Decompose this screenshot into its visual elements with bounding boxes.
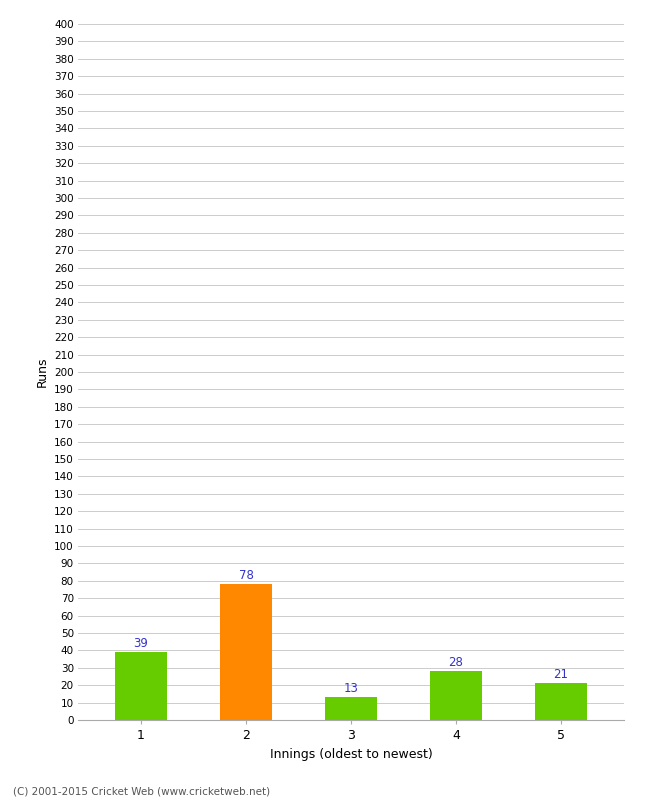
Text: 21: 21	[554, 668, 569, 681]
Bar	[325, 698, 377, 720]
Text: 13: 13	[344, 682, 358, 694]
X-axis label: Innings (oldest to newest): Innings (oldest to newest)	[270, 747, 432, 761]
Bar	[430, 671, 482, 720]
Text: (C) 2001-2015 Cricket Web (www.cricketweb.net): (C) 2001-2015 Cricket Web (www.cricketwe…	[13, 786, 270, 796]
Bar	[535, 683, 587, 720]
Text: 78: 78	[239, 569, 254, 582]
Y-axis label: Runs: Runs	[36, 357, 49, 387]
Text: 39: 39	[133, 637, 148, 650]
Text: 28: 28	[448, 656, 463, 669]
Bar	[115, 652, 167, 720]
Bar	[220, 584, 272, 720]
